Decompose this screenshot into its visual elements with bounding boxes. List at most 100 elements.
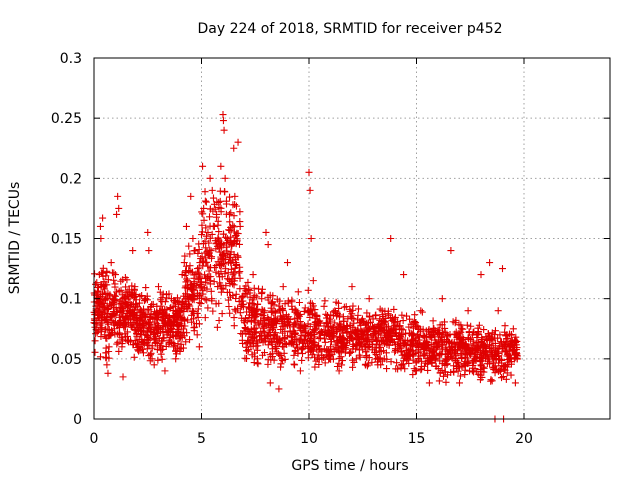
- data-point: [260, 349, 268, 357]
- data-point: [162, 291, 170, 299]
- data-point: [119, 373, 127, 381]
- data-point: [418, 308, 426, 316]
- data-point: [438, 295, 446, 303]
- data-point: [193, 331, 201, 339]
- data-point: [339, 313, 347, 321]
- data-point: [95, 271, 103, 279]
- data-point: [286, 327, 294, 335]
- data-point: [231, 201, 239, 209]
- data-point: [361, 343, 369, 351]
- data-point: [350, 319, 358, 327]
- data-point: [130, 353, 138, 361]
- data-point: [350, 358, 358, 366]
- data-point: [308, 351, 316, 359]
- data-point: [200, 204, 208, 212]
- data-point: [136, 293, 144, 301]
- y-tick-label: 0.2: [60, 171, 82, 187]
- data-point: [291, 361, 299, 369]
- data-point: [230, 250, 238, 258]
- data-point: [494, 307, 502, 315]
- data-point: [436, 349, 444, 357]
- data-point: [344, 337, 352, 345]
- data-point: [498, 374, 506, 382]
- data-point: [255, 321, 263, 329]
- data-point: [180, 259, 188, 267]
- data-point: [93, 328, 101, 336]
- data-point: [222, 197, 230, 205]
- data-point: [283, 340, 291, 348]
- data-point: [430, 348, 438, 356]
- data-point: [170, 343, 178, 351]
- x-tick-label: 0: [90, 431, 99, 447]
- data-point: [137, 307, 145, 315]
- data-point: [339, 329, 347, 337]
- data-point: [391, 341, 399, 349]
- data-point: [111, 280, 119, 288]
- data-point: [352, 355, 360, 363]
- data-point: [305, 168, 313, 176]
- data-point: [309, 277, 317, 285]
- data-point: [456, 379, 463, 387]
- data-point: [216, 187, 224, 195]
- data-point: [420, 362, 428, 370]
- data-point: [142, 295, 150, 303]
- data-point: [455, 321, 463, 329]
- data-point: [390, 305, 398, 313]
- data-point: [192, 270, 200, 278]
- data-point: [334, 299, 342, 307]
- data-point: [385, 333, 393, 341]
- data-point: [375, 355, 383, 363]
- data-point: [311, 363, 319, 371]
- data-point: [372, 324, 380, 332]
- data-point: [250, 316, 258, 324]
- data-point: [342, 303, 350, 311]
- data-point: [246, 299, 254, 307]
- data-point: [214, 258, 222, 266]
- data-point: [318, 355, 326, 363]
- data-point: [269, 292, 277, 300]
- data-point: [221, 174, 229, 182]
- data-point: [108, 269, 116, 277]
- data-point: [243, 308, 251, 316]
- data-point: [416, 348, 424, 356]
- data-point: [175, 328, 183, 336]
- data-point: [306, 322, 314, 330]
- data-point: [378, 357, 386, 365]
- data-point: [245, 337, 253, 345]
- data-point: [266, 379, 274, 387]
- data-point: [279, 283, 287, 291]
- data-point: [93, 288, 101, 296]
- data-point: [153, 319, 161, 327]
- data-point: [349, 334, 357, 342]
- data-point: [102, 349, 110, 357]
- data-point: [96, 321, 104, 329]
- data-point: [259, 327, 267, 335]
- data-point: [362, 348, 370, 356]
- data-point: [281, 355, 289, 363]
- data-point: [473, 331, 481, 339]
- data-point: [136, 326, 144, 334]
- data-point: [478, 368, 486, 376]
- data-point: [304, 354, 312, 362]
- data-point: [490, 355, 498, 363]
- data-point: [291, 329, 299, 337]
- data-point: [236, 267, 244, 275]
- data-point: [219, 230, 227, 238]
- data-point: [199, 287, 207, 295]
- data-point: [185, 267, 193, 275]
- data-point: [327, 343, 334, 351]
- data-point: [277, 363, 285, 371]
- data-point: [192, 284, 200, 292]
- data-point: [395, 335, 403, 343]
- data-point: [228, 275, 236, 283]
- data-point: [214, 283, 222, 291]
- data-point: [218, 256, 226, 264]
- data-point: [215, 198, 223, 206]
- data-point: [441, 324, 449, 332]
- y-axis-label: SRMTID / TECUs: [7, 182, 23, 295]
- data-point: [502, 362, 510, 370]
- data-point: [213, 242, 221, 250]
- data-point: [167, 325, 175, 333]
- data-point: [202, 232, 210, 240]
- data-point: [413, 367, 420, 375]
